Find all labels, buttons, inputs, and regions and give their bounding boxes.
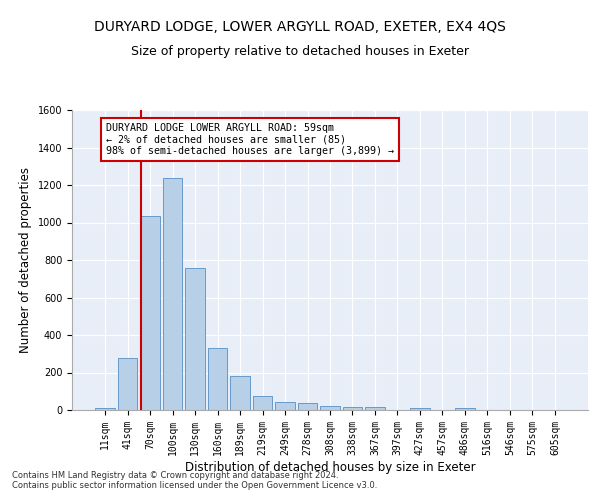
Bar <box>298 403 317 410</box>
Text: Contains public sector information licensed under the Open Government Licence v3: Contains public sector information licen… <box>12 480 377 490</box>
Bar <box>253 396 272 410</box>
Bar <box>118 358 137 410</box>
Text: DURYARD LODGE, LOWER ARGYLL ROAD, EXETER, EX4 4QS: DURYARD LODGE, LOWER ARGYLL ROAD, EXETER… <box>94 20 506 34</box>
Text: Size of property relative to detached houses in Exeter: Size of property relative to detached ho… <box>131 45 469 58</box>
X-axis label: Distribution of detached houses by size in Exeter: Distribution of detached houses by size … <box>185 460 475 473</box>
Bar <box>230 376 250 410</box>
Bar <box>95 408 115 410</box>
Bar <box>320 406 340 410</box>
Bar <box>343 407 362 410</box>
Text: Contains HM Land Registry data © Crown copyright and database right 2024.: Contains HM Land Registry data © Crown c… <box>12 470 338 480</box>
Bar <box>163 178 182 410</box>
Bar <box>365 406 385 410</box>
Text: DURYARD LODGE LOWER ARGYLL ROAD: 59sqm
← 2% of detached houses are smaller (85)
: DURYARD LODGE LOWER ARGYLL ROAD: 59sqm ←… <box>106 123 394 156</box>
Bar <box>455 408 475 410</box>
Bar <box>140 216 160 410</box>
Y-axis label: Number of detached properties: Number of detached properties <box>19 167 32 353</box>
Bar <box>208 348 227 410</box>
Bar <box>185 268 205 410</box>
Bar <box>275 402 295 410</box>
Bar <box>410 408 430 410</box>
